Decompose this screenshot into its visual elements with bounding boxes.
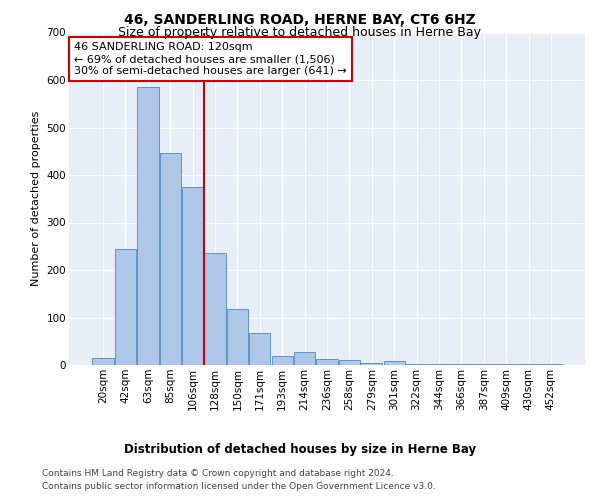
Bar	[383, 361, 405, 365]
Text: Distribution of detached houses by size in Herne Bay: Distribution of detached houses by size …	[124, 442, 476, 456]
Bar	[294, 352, 315, 365]
Bar	[316, 360, 338, 365]
Bar	[518, 364, 539, 365]
Bar	[182, 187, 203, 365]
Bar	[451, 364, 472, 365]
Bar	[540, 364, 562, 365]
Y-axis label: Number of detached properties: Number of detached properties	[31, 111, 41, 286]
Bar	[339, 360, 360, 365]
Text: Contains public sector information licensed under the Open Government Licence v3: Contains public sector information licen…	[42, 482, 436, 491]
Bar	[496, 364, 517, 365]
Text: Size of property relative to detached houses in Herne Bay: Size of property relative to detached ho…	[119, 26, 482, 39]
Text: Contains HM Land Registry data © Crown copyright and database right 2024.: Contains HM Land Registry data © Crown c…	[42, 468, 394, 477]
Bar	[160, 152, 181, 365]
Bar	[428, 364, 449, 365]
Text: 46, SANDERLING ROAD, HERNE BAY, CT6 6HZ: 46, SANDERLING ROAD, HERNE BAY, CT6 6HZ	[124, 12, 476, 26]
Bar	[249, 332, 271, 365]
Bar	[272, 356, 293, 365]
Bar	[227, 309, 248, 365]
Bar	[406, 364, 427, 365]
Bar	[137, 87, 158, 365]
Bar	[205, 254, 226, 365]
Bar	[92, 358, 114, 365]
Bar	[473, 364, 494, 365]
Text: 46 SANDERLING ROAD: 120sqm
← 69% of detached houses are smaller (1,506)
30% of s: 46 SANDERLING ROAD: 120sqm ← 69% of deta…	[74, 42, 347, 76]
Bar	[361, 362, 382, 365]
Bar	[115, 248, 136, 365]
